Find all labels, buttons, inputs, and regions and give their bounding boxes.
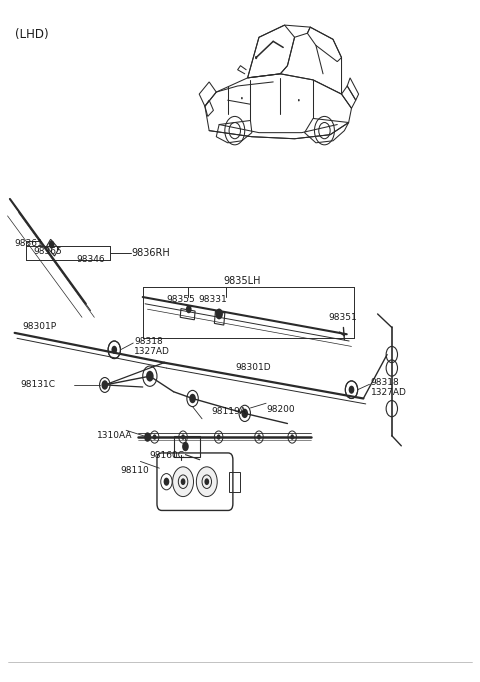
Bar <box>47 239 59 256</box>
Text: 98331: 98331 <box>199 295 228 304</box>
Circle shape <box>101 381 108 389</box>
Text: 1310AA: 1310AA <box>96 431 132 440</box>
Text: 9835LH: 9835LH <box>223 276 261 286</box>
Circle shape <box>144 432 151 442</box>
Circle shape <box>161 473 172 490</box>
Circle shape <box>179 431 187 443</box>
Text: 98346: 98346 <box>76 255 105 265</box>
Circle shape <box>348 385 354 394</box>
Text: 9836RH: 9836RH <box>132 248 170 258</box>
Bar <box>180 308 195 320</box>
Bar <box>174 436 200 457</box>
Text: 98355: 98355 <box>167 295 195 304</box>
Circle shape <box>345 381 358 398</box>
Text: 98160C: 98160C <box>150 451 185 460</box>
Circle shape <box>196 466 217 496</box>
Circle shape <box>255 431 263 443</box>
Circle shape <box>180 478 185 485</box>
Circle shape <box>146 371 154 382</box>
Text: 98318: 98318 <box>371 379 399 387</box>
Circle shape <box>298 99 300 102</box>
Bar <box>215 311 225 325</box>
Circle shape <box>108 341 120 359</box>
Circle shape <box>189 394 196 403</box>
Text: 98131C: 98131C <box>21 381 56 389</box>
Text: 98301D: 98301D <box>235 363 271 372</box>
Bar <box>229 471 240 492</box>
Circle shape <box>255 56 257 59</box>
Circle shape <box>150 431 159 443</box>
Circle shape <box>153 434 156 440</box>
Circle shape <box>216 308 223 319</box>
Text: 1327AD: 1327AD <box>371 388 407 397</box>
Circle shape <box>215 431 223 443</box>
Circle shape <box>181 434 185 440</box>
Circle shape <box>111 346 117 354</box>
Text: 98119A: 98119A <box>212 407 246 416</box>
Circle shape <box>99 378 110 392</box>
Text: 98361: 98361 <box>14 239 43 248</box>
Text: 98110: 98110 <box>120 466 149 475</box>
Text: 98365: 98365 <box>34 247 62 256</box>
Circle shape <box>217 434 220 440</box>
Text: 98351: 98351 <box>328 313 357 322</box>
Text: 98301P: 98301P <box>23 323 57 331</box>
Circle shape <box>49 241 55 249</box>
Text: 98200: 98200 <box>266 406 295 415</box>
Text: 98318: 98318 <box>134 337 163 346</box>
Circle shape <box>257 434 261 440</box>
Text: 1327AD: 1327AD <box>134 346 170 355</box>
Circle shape <box>186 305 192 313</box>
Circle shape <box>164 477 169 486</box>
Circle shape <box>290 434 294 440</box>
Circle shape <box>204 478 209 485</box>
Circle shape <box>173 466 193 496</box>
Text: (LHD): (LHD) <box>14 29 48 42</box>
Circle shape <box>288 431 297 443</box>
Circle shape <box>241 409 248 418</box>
Circle shape <box>241 97 243 100</box>
Circle shape <box>182 442 189 451</box>
